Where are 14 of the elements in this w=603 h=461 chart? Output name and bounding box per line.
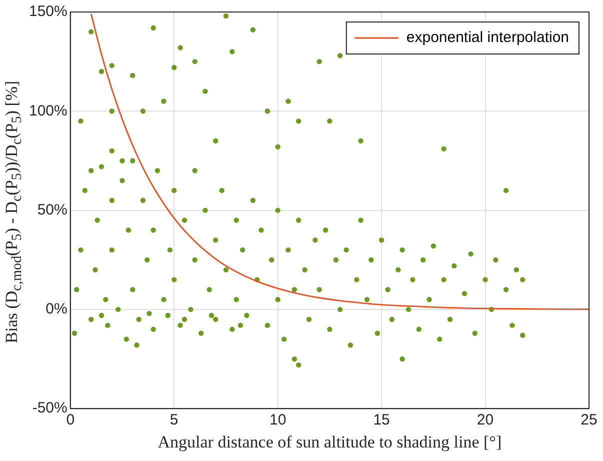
y-tick-label: -50% [32,400,68,417]
line-series [90,13,589,310]
x-axis-title: Angular distance of sun altitude to shading line [°] [158,432,502,452]
x-tick-label: 25 [580,412,598,429]
legend-label: exponential interpolation [406,29,570,46]
y-tick-label: 0% [46,300,68,318]
x-tick-label: 5 [170,412,178,429]
y-tick-label: 100% [28,102,68,120]
y-tick-label: 150% [28,3,68,20]
x-tick-label: 0 [66,412,75,429]
x-tick-label: 20 [476,412,494,429]
x-tick-label: 10 [269,412,286,429]
y-tick-label: 50% [37,201,68,218]
x-tick-label: 15 [373,412,390,429]
